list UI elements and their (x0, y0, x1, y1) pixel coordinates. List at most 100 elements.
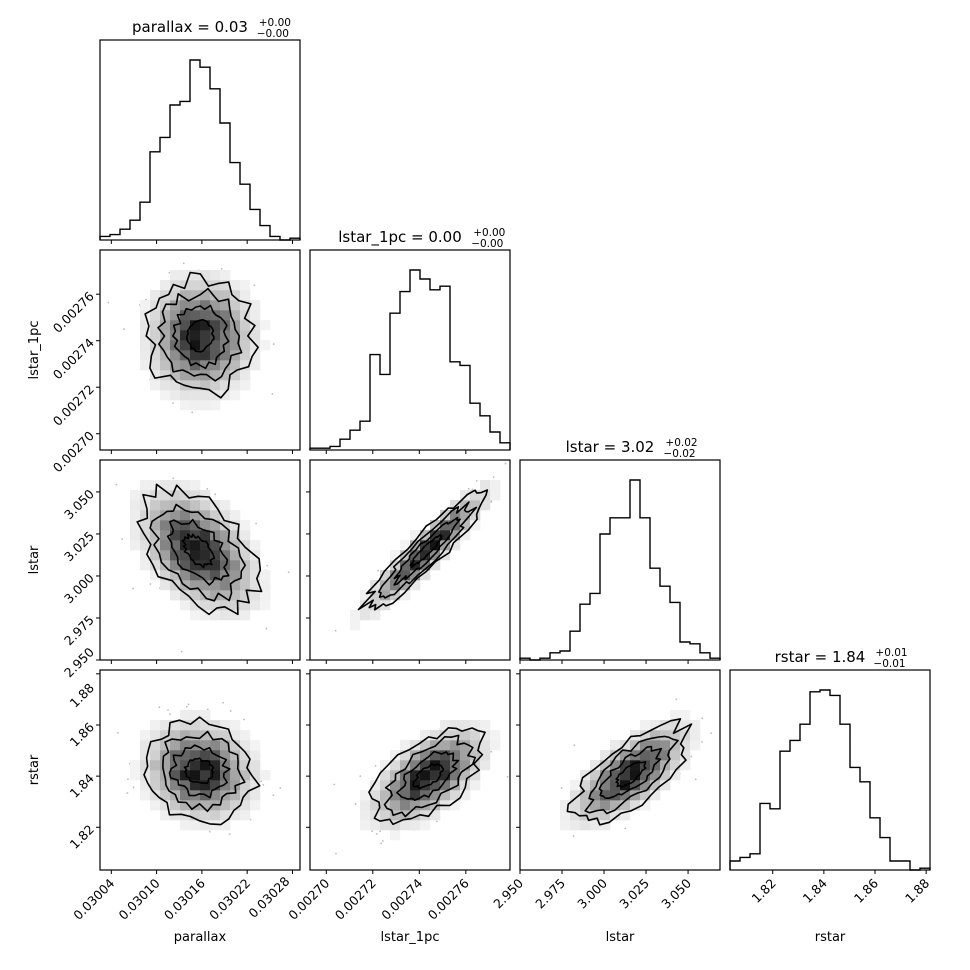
histogram-bar (750, 854, 760, 870)
density-cell (200, 750, 211, 761)
density-cell (140, 330, 151, 341)
sample-point (374, 764, 377, 767)
density-cell (190, 560, 201, 571)
density-cell (240, 780, 251, 791)
density-cell (180, 720, 191, 731)
density-cell (160, 310, 171, 321)
density-cell (420, 770, 431, 781)
density-cell (150, 550, 161, 561)
density-cell (380, 780, 391, 791)
density-cell (640, 740, 651, 751)
histogram-bar (680, 642, 690, 660)
density-cell (620, 770, 631, 781)
density-cell (190, 710, 201, 721)
density-cell (150, 330, 161, 341)
density-cell (380, 760, 391, 771)
x-tick-label: 3.000 (574, 875, 610, 911)
density-cell (170, 490, 181, 501)
density-cell (670, 710, 681, 721)
y-tick-label: 1.88 (67, 680, 97, 710)
y-axis-label: rstar (27, 754, 42, 785)
x-tick-label: 1.86 (851, 875, 881, 905)
density-cell (190, 360, 201, 371)
sample-point (191, 411, 194, 414)
density-cell (210, 590, 221, 601)
density-cell (210, 290, 221, 301)
density-cell (560, 820, 571, 831)
y-tick-label: 0.00270 (50, 428, 97, 475)
density-cell (390, 570, 401, 581)
histogram-bar (380, 374, 390, 450)
density-cell (180, 600, 191, 611)
density-cell (240, 590, 251, 601)
density-cell (240, 530, 251, 541)
density-cell (410, 790, 421, 801)
density-cell (170, 540, 181, 551)
y-tick-label: 2.950 (61, 644, 97, 680)
panel-title-lstar: lstar = 3.02 +0.02−0.02 (566, 437, 698, 460)
density-cell (370, 790, 381, 801)
density-cell (170, 480, 181, 491)
density-cell (190, 280, 201, 291)
density-cell (660, 730, 671, 741)
density-cell (220, 590, 231, 601)
density-cell (200, 770, 211, 781)
density-cell (160, 360, 171, 371)
density-cell (230, 560, 241, 571)
density-cell (140, 520, 151, 531)
density-cell (210, 790, 221, 801)
sample-point (354, 803, 357, 805)
density-cell (170, 520, 181, 531)
x-tick-label: 0.00274 (378, 875, 425, 922)
density-cell (610, 810, 621, 821)
density-cell (190, 770, 201, 781)
density-cell (140, 320, 151, 331)
sample-point (334, 629, 337, 632)
density-cell (570, 780, 581, 791)
density-cell (250, 360, 261, 371)
density-cell (230, 530, 241, 541)
density-cell (360, 810, 371, 821)
density-cell (450, 780, 461, 791)
histogram-rstar (729, 669, 931, 871)
contour-level-1 (186, 318, 215, 353)
density-cell (170, 360, 181, 371)
density-cell (140, 750, 151, 761)
density-cell (470, 490, 481, 501)
density-cell (240, 380, 251, 391)
density-cell (180, 300, 191, 311)
density-cell (230, 760, 241, 771)
density-cell (150, 300, 161, 311)
density-cell (210, 300, 221, 311)
density-cell (230, 550, 241, 561)
contour-level-1 (183, 757, 215, 785)
histogram-lstar (519, 459, 721, 661)
panel-frame (519, 669, 721, 871)
density-cell (220, 310, 231, 321)
histogram-bar (800, 724, 810, 870)
density-cell (430, 810, 441, 821)
density-cell (180, 400, 191, 411)
density-cell (650, 740, 661, 751)
density-cell (260, 340, 271, 351)
density-cell (160, 760, 171, 771)
sample-point (172, 477, 175, 480)
density-cell (260, 580, 271, 591)
density-cell (190, 730, 201, 741)
density-cell (680, 740, 691, 751)
sample-point (701, 717, 704, 720)
density-cell (240, 570, 251, 581)
density-cell (460, 510, 471, 521)
density-cell (400, 770, 411, 781)
density-cell (560, 810, 571, 821)
histogram-bar (350, 430, 360, 450)
density-cell (200, 710, 211, 721)
density-cell (650, 720, 661, 731)
sample-point (266, 564, 269, 567)
x-tick-label: 0.03022 (206, 876, 253, 923)
density-cell (150, 790, 161, 801)
density-cell (200, 340, 211, 351)
density-cell (600, 820, 611, 831)
panel-content (333, 720, 509, 855)
